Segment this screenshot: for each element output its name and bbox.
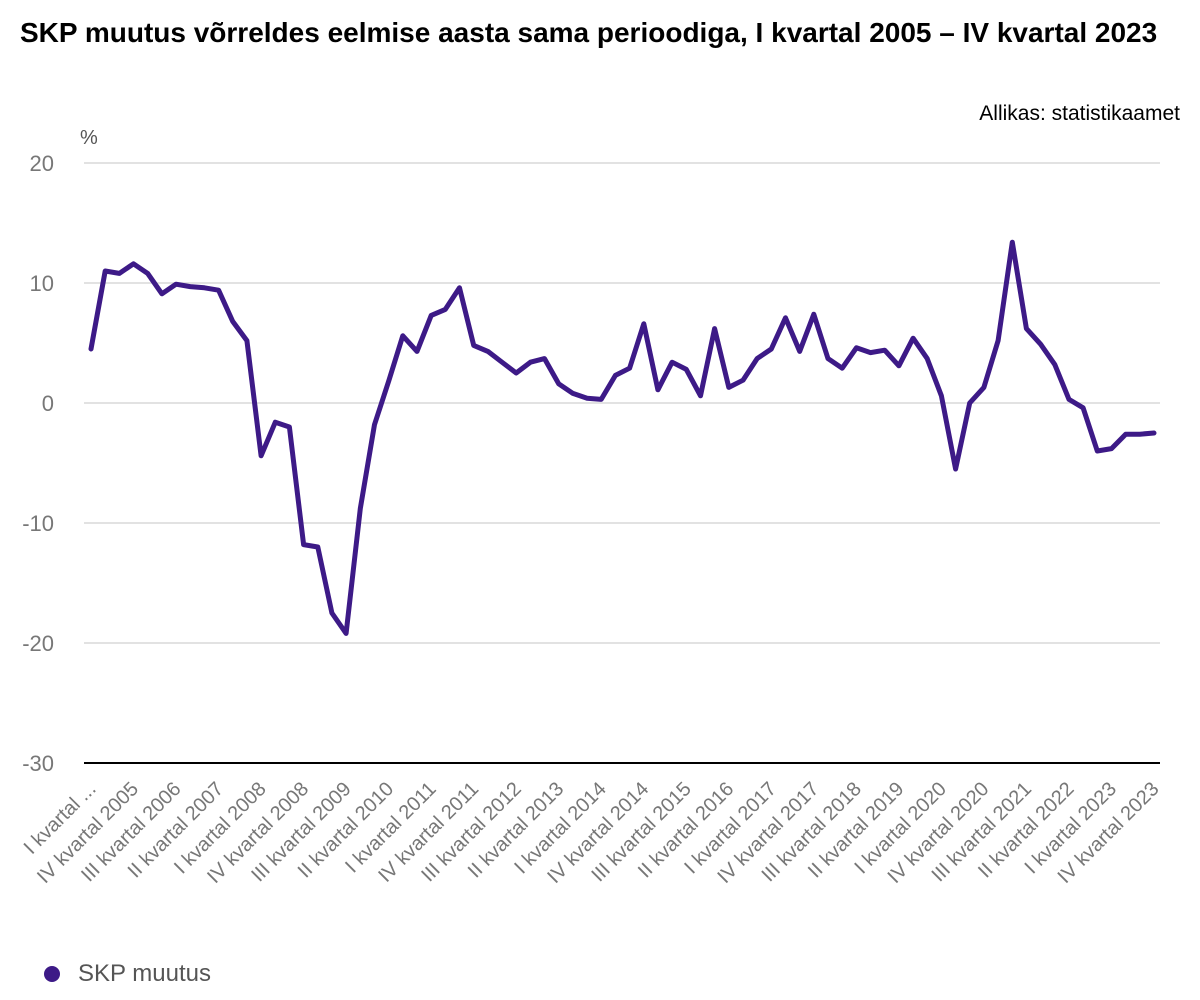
y-tick-label: 10 [30,271,54,296]
series-line-skp-muutus [88,239,1157,636]
y-axis-unit-label: % [80,127,98,149]
y-tick-label: 0 [42,391,54,416]
y-tick-label: -10 [22,511,54,536]
y-tick-label: 20 [30,151,54,176]
legend-marker [44,966,60,982]
legend-label: SKP muutus [78,960,211,987]
source-label: Allikas: statistikaamet [979,102,1180,125]
y-tick-label: -30 [22,751,54,776]
y-tick-label: -20 [22,631,54,656]
legend: SKP muutus [44,960,211,988]
chart-title: SKP muutus võrreldes eelmise aasta sama … [20,17,1158,48]
